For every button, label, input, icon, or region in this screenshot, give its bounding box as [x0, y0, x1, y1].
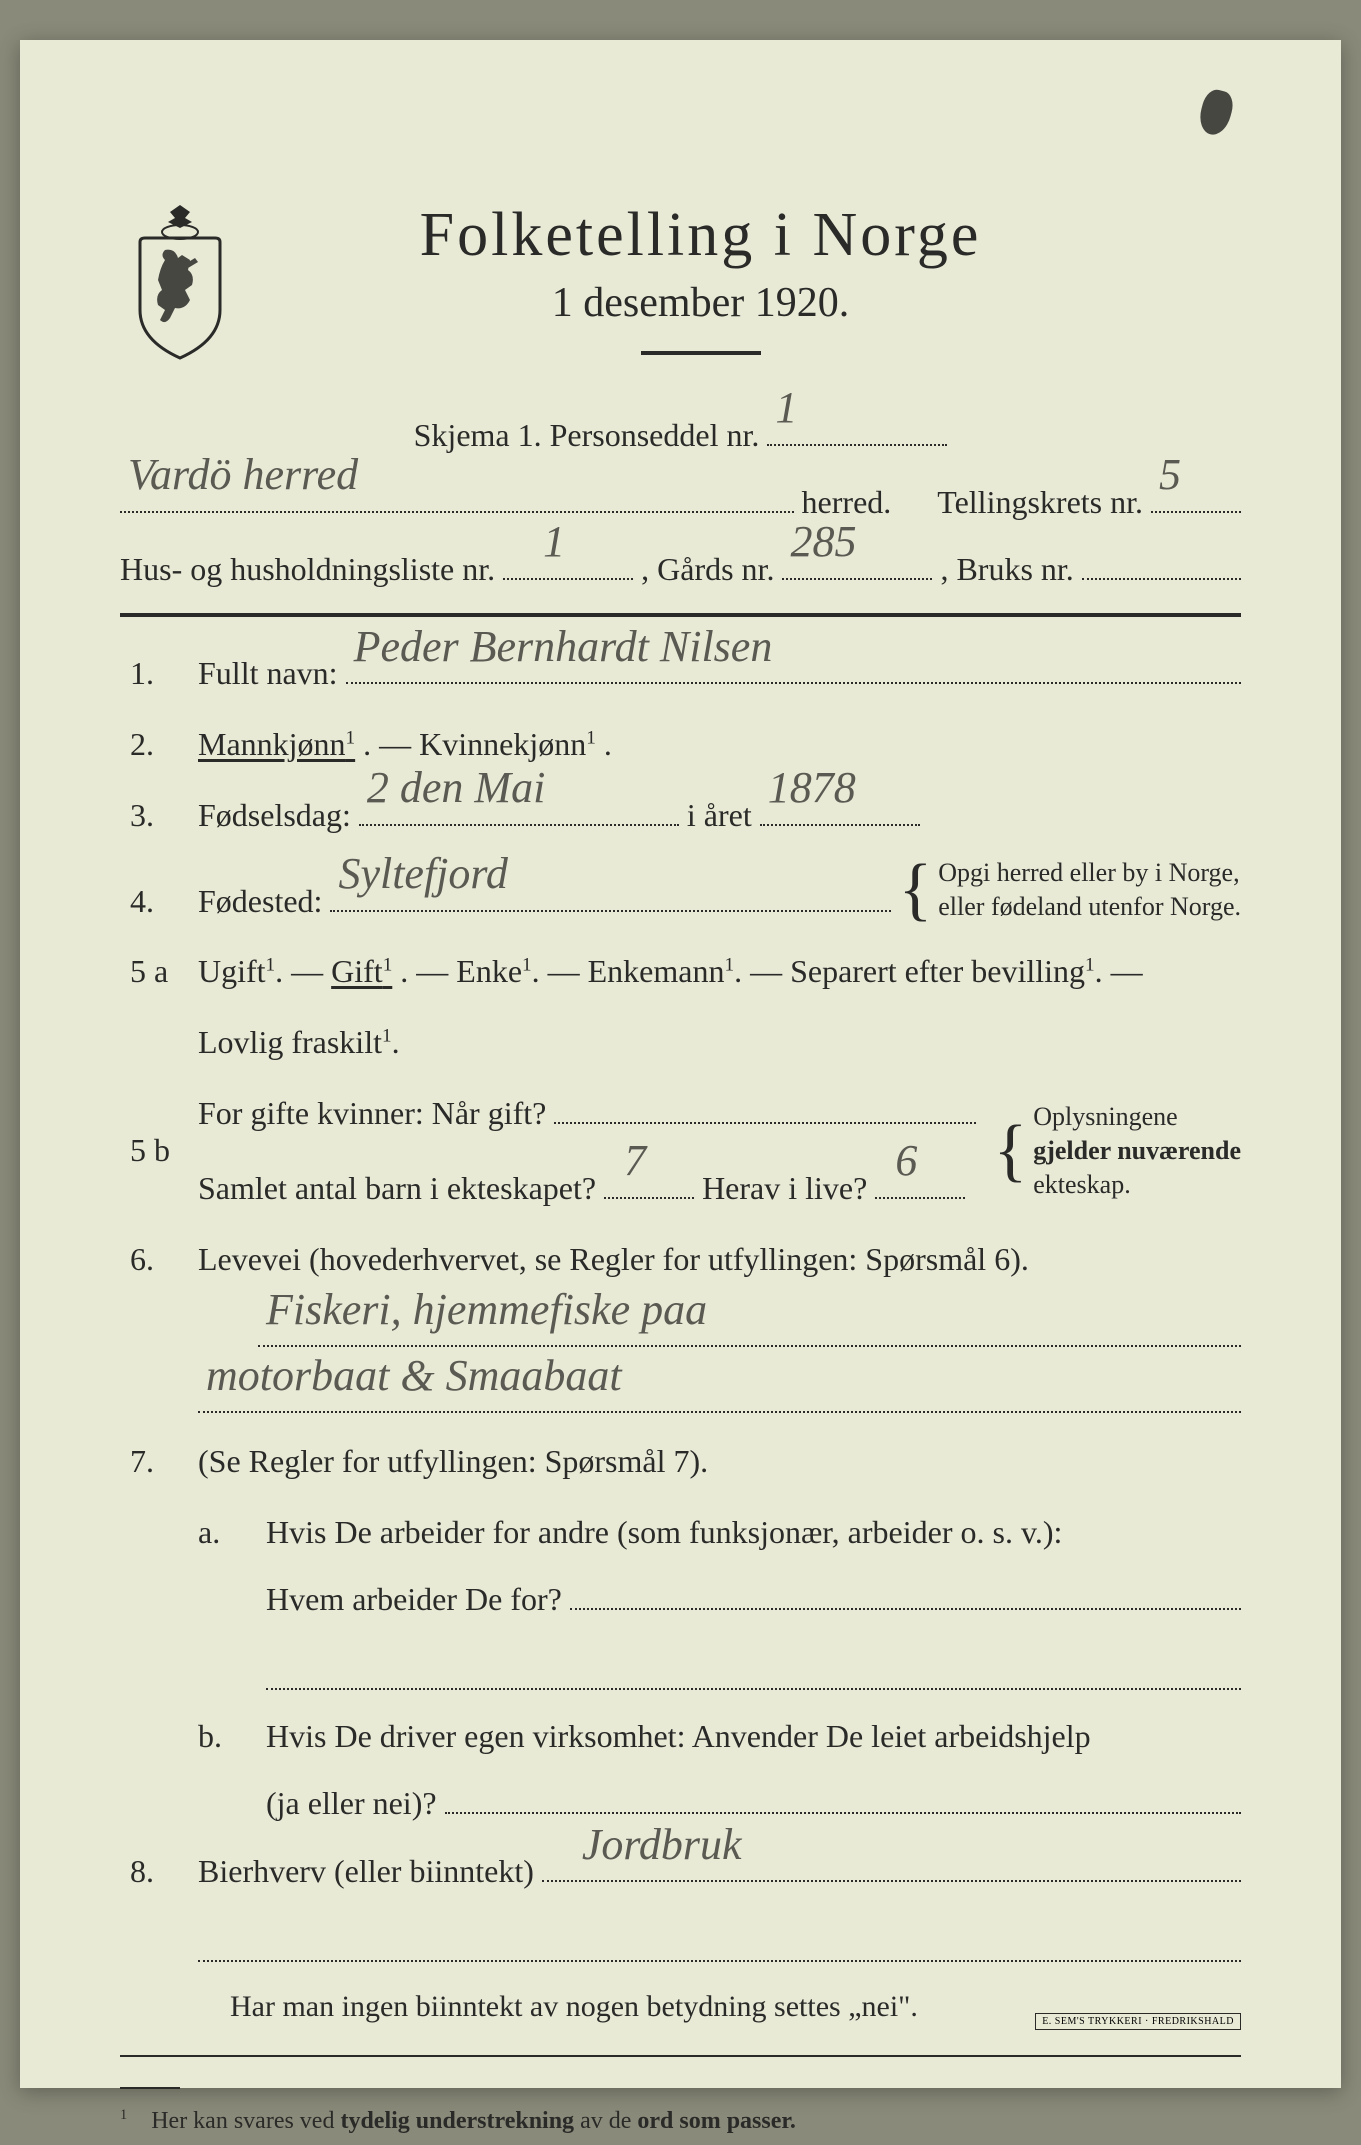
- corner-smudge: [1196, 87, 1237, 138]
- q4-num: 4.: [120, 871, 180, 932]
- q8-label: Bierhverv (eller biinntekt): [198, 1841, 534, 1902]
- document-title: Folketelling i Norge: [280, 200, 1121, 271]
- q7a-letter: a.: [198, 1502, 248, 1563]
- q3-year-label: i året: [687, 785, 752, 846]
- q5b-ilive: 6: [895, 1119, 917, 1203]
- q7b-letter: b.: [198, 1706, 248, 1767]
- herred-row: Vardö herred herred. Tellingskrets nr. 5: [120, 472, 1241, 533]
- q5b-antal: 7: [624, 1119, 646, 1203]
- q6: 6. Levevei (hovederhvervet, se Regler fo…: [120, 1229, 1241, 1422]
- title-block: Folketelling i Norge 1 desember 1920.: [280, 200, 1241, 395]
- printer-mark: E. SEM'S TRYKKERI · FREDRIKSHALD: [1035, 2013, 1241, 2030]
- q5b-note: { Oplysningene gjelder nuværende ekteska…: [994, 1100, 1241, 1201]
- census-form-page: Folketelling i Norge 1 desember 1920. Sk…: [20, 40, 1341, 2088]
- q5a-separert: Separert efter bevilling1.: [790, 941, 1103, 1002]
- q5b-label1: For gifte kvinner: Når gift?: [198, 1083, 546, 1144]
- q5b-num: 5 b: [120, 1120, 180, 1181]
- q7a: a. Hvis De arbeider for andre (som funks…: [198, 1502, 1241, 1698]
- q6-line2: motorbaat & Smaabaat: [206, 1334, 622, 1418]
- q5a-num: 5 a: [120, 941, 180, 1002]
- tellingskrets-label: Tellingskrets nr.: [937, 472, 1143, 533]
- bruks-label: Bruks nr.: [956, 539, 1073, 600]
- q4-note: { Opgi herred eller by i Norge, eller fø…: [899, 856, 1241, 924]
- q8-value: Jordbruk: [582, 1803, 742, 1887]
- q7-label: (Se Regler for utfyllingen: Spørsmål 7).: [198, 1431, 708, 1492]
- q3: 3. Fødselsdag: 2 den Mai i året 1878: [120, 785, 1241, 846]
- q3-num: 3.: [120, 785, 180, 846]
- q5a-ugift: Ugift1.: [198, 941, 283, 1002]
- q4-label: Fødested:: [198, 871, 322, 932]
- q7a-l2: Hvem arbeider De for?: [266, 1569, 562, 1630]
- q1: 1. Fullt navn: Peder Bernhardt Nilsen: [120, 643, 1241, 704]
- q1-num: 1.: [120, 643, 180, 704]
- q1-value: Peder Bernhardt Nilsen: [354, 605, 773, 689]
- q5a-cont: Lovlig fraskilt1.: [120, 1012, 1241, 1073]
- document-date: 1 desember 1920.: [280, 279, 1121, 327]
- tellingskrets-nr: 5: [1159, 433, 1181, 517]
- skjema-label: Skjema 1. Personseddel nr.: [414, 405, 760, 466]
- q7a-l1: Hvis De arbeider for andre (som funksjon…: [266, 1502, 1241, 1563]
- q4: 4. Fødested: Syltefjord { Opgi herred el…: [120, 856, 1241, 932]
- q5a-fraskilt: Lovlig fraskilt1.: [198, 1012, 400, 1073]
- q3-year: 1878: [768, 746, 856, 830]
- q5a-enke: Enke1.: [456, 941, 539, 1002]
- q5b: 5 b For gifte kvinner: Når gift? Samlet …: [120, 1083, 1241, 1219]
- footnote: 1 Her kan svares ved tydelig understrekn…: [120, 2099, 1241, 2145]
- q4-value: Syltefjord: [338, 832, 507, 916]
- q6-num: 6.: [120, 1229, 180, 1290]
- q8: 8. Bierhverv (eller biinntekt) Jordbruk: [120, 1841, 1241, 1902]
- footnote-rule: [120, 2087, 180, 2089]
- header: Folketelling i Norge 1 desember 1920.: [120, 200, 1241, 395]
- q7-num: 7.: [120, 1431, 180, 1492]
- q3-label: Fødselsdag:: [198, 785, 351, 846]
- q5a: 5 a Ugift1. — Gift1. — Enke1. — Enkemann…: [120, 941, 1241, 1002]
- gards-nr: 285: [790, 500, 856, 584]
- q5a-gift: Gift1: [331, 941, 392, 1002]
- q2-mann: Mannkjønn1: [198, 714, 355, 775]
- herred-name: Vardö herred: [128, 433, 358, 517]
- personseddel-nr: 1: [775, 366, 797, 450]
- divider-thin: [120, 2055, 1241, 2057]
- q3-day: 2 den Mai: [367, 746, 545, 830]
- q7: 7. (Se Regler for utfyllingen: Spørsmål …: [120, 1431, 1241, 1492]
- form-body: Skjema 1. Personseddel nr. 1 Vardö herre…: [120, 405, 1241, 2145]
- q8-extra-line: [198, 1912, 1241, 1962]
- q7b-l1: Hvis De driver egen virksomhet: Anvender…: [266, 1706, 1241, 1767]
- q2-num: 2.: [120, 714, 180, 775]
- q5b-label2: Samlet antal barn i ekteskapet?: [198, 1158, 596, 1219]
- husliste-row: Hus- og husholdningsliste nr. 1 , Gårds …: [120, 539, 1241, 600]
- husliste-label: Hus- og husholdningsliste nr.: [120, 539, 495, 600]
- q5b-label3: Herav i live?: [702, 1158, 867, 1219]
- husliste-nr: 1: [543, 500, 565, 584]
- coat-of-arms-icon: [120, 200, 240, 360]
- q5a-enkemann: Enkemann1.: [588, 941, 742, 1002]
- title-rule: [641, 351, 761, 355]
- q8-num: 8.: [120, 1841, 180, 1902]
- q1-label: Fullt navn:: [198, 643, 338, 704]
- q2: 2. Mannkjønn1. — Kvinnekjønn1.: [120, 714, 1241, 775]
- gards-label: Gårds nr.: [657, 539, 774, 600]
- q7b-l2: (ja eller nei)?: [266, 1773, 437, 1834]
